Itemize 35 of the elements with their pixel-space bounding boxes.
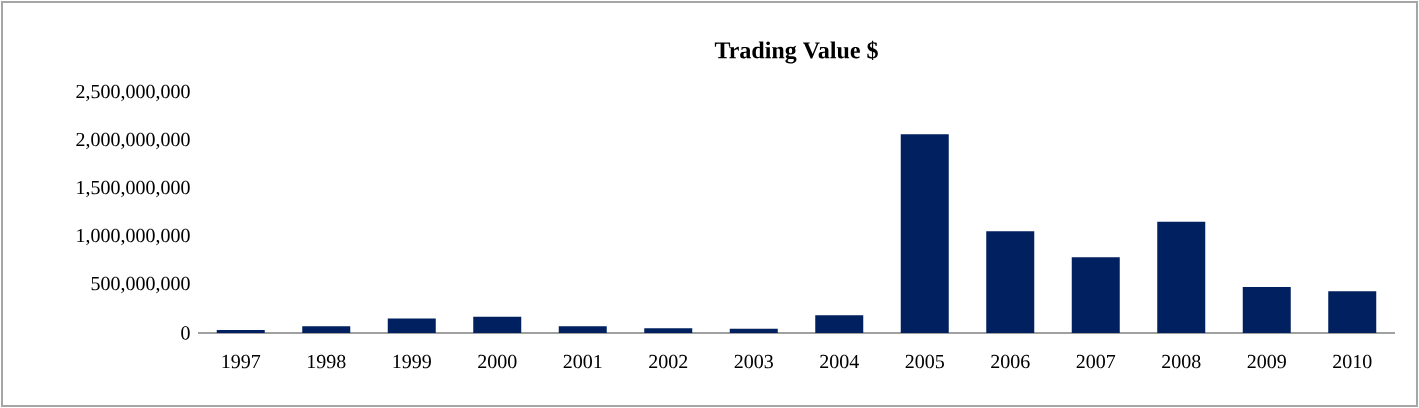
y-tick-label: 1,500,000,000 xyxy=(77,180,190,198)
bar xyxy=(387,318,436,333)
x-tick-label: 2003 xyxy=(734,354,773,369)
chart-title: Trading Value $ xyxy=(714,40,878,64)
bar xyxy=(216,330,265,333)
bar xyxy=(1157,221,1206,333)
x-tick-label: 1997 xyxy=(222,354,261,369)
y-tick-label: 2,000,000,000 xyxy=(76,132,190,150)
x-tick-label: 2001 xyxy=(563,354,602,369)
x-tick-label: 2005 xyxy=(905,354,944,369)
bar xyxy=(1242,286,1291,333)
y-tick-label: 1,000,000,000 xyxy=(77,228,190,246)
bar xyxy=(900,134,949,333)
bar xyxy=(302,326,351,333)
x-tick-label: 2002 xyxy=(649,354,688,369)
x-tick-label: 2009 xyxy=(1247,354,1286,369)
bar xyxy=(644,328,693,333)
x-tick-label: 2006 xyxy=(991,354,1030,369)
y-tick-label: 500,000,000 xyxy=(91,276,190,294)
y-tick-label: 0 xyxy=(181,326,190,340)
x-tick-label: 1998 xyxy=(308,354,346,369)
bar xyxy=(729,328,778,333)
x-tick-label: 1999 xyxy=(393,354,431,369)
x-tick-label: 2008 xyxy=(1162,354,1201,369)
x-tick-label: 2004 xyxy=(820,354,859,369)
bar xyxy=(1328,291,1377,333)
y-tick-label: 2,500,000,000 xyxy=(76,84,190,102)
bar xyxy=(473,316,522,333)
x-tick-label: 2007 xyxy=(1076,354,1116,369)
x-tick-label: 2010 xyxy=(1333,354,1372,369)
x-tick-label: 2000 xyxy=(478,354,517,369)
bar xyxy=(815,315,864,333)
bar xyxy=(986,231,1035,333)
bar xyxy=(558,326,607,333)
bar xyxy=(1071,257,1120,333)
